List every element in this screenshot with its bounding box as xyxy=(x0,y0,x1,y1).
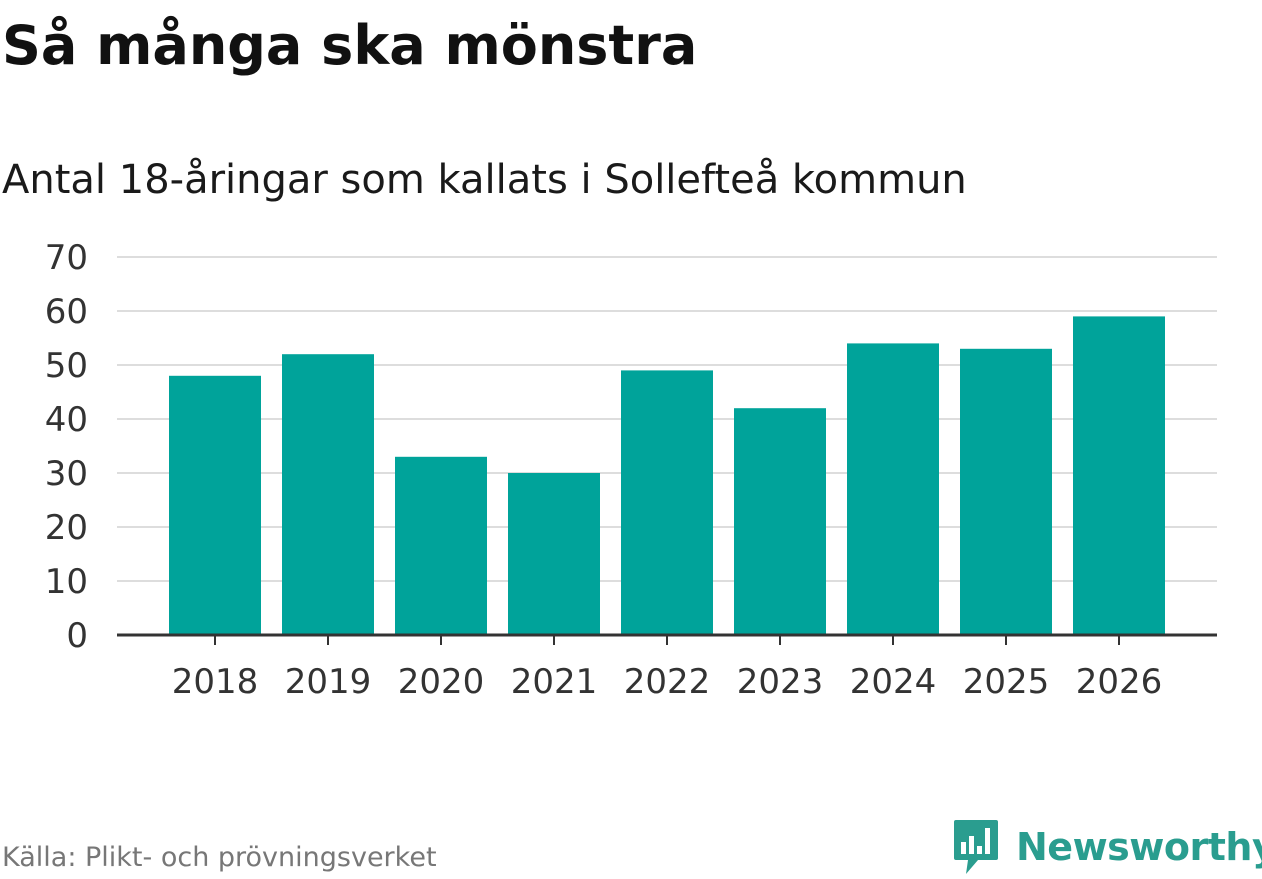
bar-2022 xyxy=(621,370,713,635)
y-axis-ticks: 0 10 20 30 40 50 60 70 xyxy=(45,238,88,656)
x-axis-ticks: 2018 2019 2020 2021 2022 2023 2024 2025 2026 xyxy=(172,635,1163,702)
bar-2021 xyxy=(508,473,600,635)
bar-2024 xyxy=(847,343,939,635)
bar-chart-bubble-icon xyxy=(954,820,998,874)
y-tick-label: 20 xyxy=(45,508,88,548)
y-tick-label: 0 xyxy=(66,616,88,656)
y-tick-label: 30 xyxy=(45,454,88,494)
y-tick-label: 50 xyxy=(45,346,88,386)
x-tick-label: 2022 xyxy=(624,662,711,702)
bar-2026 xyxy=(1073,316,1165,635)
x-tick-label: 2024 xyxy=(850,662,937,702)
bars xyxy=(169,316,1165,635)
bar-2018 xyxy=(169,375,261,635)
x-tick-label: 2019 xyxy=(285,662,372,702)
y-tick-label: 40 xyxy=(45,400,88,440)
x-tick-label: 2025 xyxy=(963,662,1050,702)
source-note: Källa: Plikt- och prövningsverket xyxy=(2,842,437,873)
chart-subtitle: Antal 18-åringar som kallats i Sollefteå… xyxy=(2,157,967,203)
bar-2023 xyxy=(734,408,826,635)
x-tick-label: 2023 xyxy=(737,662,824,702)
bar-2020 xyxy=(395,456,487,635)
chart-title: Så många ska mönstra xyxy=(2,14,698,77)
y-tick-label: 60 xyxy=(45,292,88,332)
y-tick-label: 10 xyxy=(45,562,88,602)
bar-2019 xyxy=(282,354,374,635)
x-tick-label: 2021 xyxy=(511,662,598,702)
x-tick-label: 2026 xyxy=(1076,662,1163,702)
bar-2025 xyxy=(960,348,1052,635)
y-tick-label: 70 xyxy=(45,238,88,278)
newsworthy-logo: Newsworthy xyxy=(952,818,1262,876)
brand-name: Newsworthy xyxy=(1016,825,1262,869)
x-tick-label: 2018 xyxy=(172,662,259,702)
x-tick-label: 2020 xyxy=(398,662,485,702)
